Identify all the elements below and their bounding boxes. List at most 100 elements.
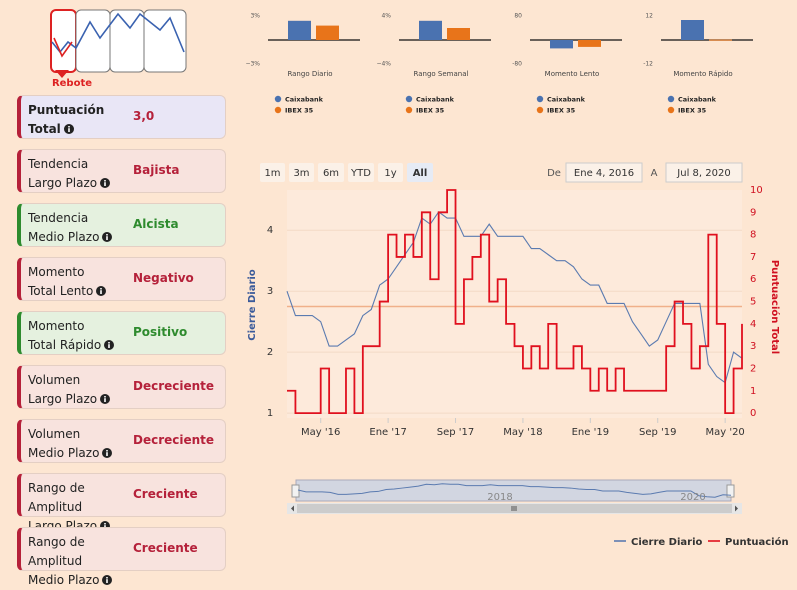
- label-line: Total Rápido: [28, 338, 102, 352]
- range-button[interactable]: [318, 163, 344, 182]
- indicator: Volumen Largo Plazo Decreciente: [17, 365, 226, 409]
- label-line: Puntuación: [28, 103, 105, 117]
- navigator-line: [297, 483, 732, 498]
- legend-marker: [667, 106, 675, 114]
- indicator-value: Decreciente: [133, 433, 215, 447]
- label-line: Total Lento: [28, 284, 94, 298]
- range-button[interactable]: [407, 163, 433, 182]
- info-icon[interactable]: [102, 448, 113, 458]
- indicator-label: Volumen Medio Plazo: [28, 425, 140, 463]
- info-icon[interactable]: [102, 575, 113, 585]
- legend-marker: [274, 95, 282, 103]
- y2-tick-label: 7: [750, 252, 756, 263]
- label-line: Largo Plazo: [28, 392, 98, 406]
- mini-chart-title: Rango Diario: [287, 70, 332, 78]
- x-tick-label: Sep '17: [437, 427, 475, 438]
- legend-label: IBEX 35: [416, 107, 445, 115]
- range-button-label: 1m: [264, 168, 280, 179]
- legend-marker: [667, 95, 675, 103]
- y-tick-label: 3: [267, 286, 273, 297]
- date-from: Ene 4, 2016: [574, 168, 634, 179]
- y-tick-label: 12: [645, 13, 653, 20]
- y2-tick-label: 10: [750, 185, 763, 196]
- indicator: Puntuación Total 3,0: [17, 95, 226, 139]
- label-line: Total: [28, 122, 61, 136]
- bar: [447, 28, 470, 40]
- indicator: Volumen Medio Plazo Decreciente: [17, 419, 226, 463]
- label-line: Rango de Amplitud: [28, 481, 85, 514]
- x-tick-label: Ene '17: [369, 427, 406, 438]
- legend-label: IBEX 35: [285, 107, 314, 115]
- scroll-left[interactable]: [291, 505, 294, 512]
- y-tick-label: −3%: [245, 61, 260, 68]
- x-tick-label: May '18: [503, 427, 542, 438]
- y2-tick-label: 1: [750, 386, 756, 397]
- range-button-label: 1y: [384, 168, 396, 179]
- y2-tick-label: 9: [750, 207, 756, 218]
- info-icon[interactable]: [63, 124, 74, 134]
- indicator: Tendencia Medio Plazo Alcista: [17, 203, 226, 247]
- x-tick-label: May '16: [301, 427, 340, 438]
- legend-label[interactable]: Puntuación: [725, 536, 789, 548]
- bar: [419, 20, 442, 40]
- date-input[interactable]: [665, 162, 743, 183]
- mini-chart-title: Momento Rápido: [673, 70, 732, 78]
- label-line: Medio Plazo: [28, 446, 100, 460]
- label-line: Rango de Amplitud: [28, 535, 85, 568]
- info-icon[interactable]: [100, 394, 111, 404]
- logo-label: Rebote: [52, 78, 92, 89]
- legend-label: Caixabank: [678, 96, 717, 104]
- indicator-value: Positivo: [133, 325, 188, 339]
- legend-marker: [536, 106, 544, 114]
- y-tick-label: 1: [267, 408, 273, 419]
- y2-tick-label: 6: [750, 274, 756, 285]
- y2-tick-label: 8: [750, 230, 756, 241]
- info-icon[interactable]: [96, 286, 107, 296]
- indicator-value: Creciente: [133, 541, 198, 555]
- range-button-label: YTD: [350, 168, 371, 179]
- y2-tick-label: 3: [750, 341, 756, 352]
- date-to-label: A: [651, 168, 658, 179]
- indicator-value: Decreciente: [133, 379, 215, 393]
- range-button[interactable]: [378, 163, 403, 182]
- label-line: Momento: [28, 319, 85, 333]
- indicator: Momento Total Lento Negativo: [17, 257, 226, 301]
- x-tick-label: May '20: [705, 427, 744, 438]
- legend-marker: [536, 95, 544, 103]
- series-line: [286, 211, 743, 384]
- legend-marker: [274, 106, 282, 114]
- range-button[interactable]: [260, 163, 285, 182]
- y-tick-label: -80: [512, 61, 522, 68]
- range-button-label: 3m: [293, 168, 309, 179]
- y2-tick-label: 5: [750, 297, 756, 308]
- label-line: Volumen: [28, 427, 81, 441]
- legend-label: Caixabank: [285, 96, 324, 104]
- legend-marker: [405, 95, 413, 103]
- info-icon[interactable]: [100, 178, 111, 188]
- label-line: Largo Plazo: [28, 176, 98, 190]
- info-icon[interactable]: [102, 232, 113, 242]
- legend-label[interactable]: Cierre Diario: [631, 537, 703, 548]
- label-line: Tendencia: [28, 157, 89, 171]
- legend-label: IBEX 35: [678, 107, 707, 115]
- navigator-handle[interactable]: [291, 484, 300, 498]
- x-tick-label: Sep '19: [639, 427, 677, 438]
- indicator-value: 3,0: [133, 109, 155, 123]
- label-line: Momento: [28, 265, 85, 279]
- scroll-right[interactable]: [735, 505, 738, 512]
- date-input[interactable]: [565, 162, 643, 183]
- mini-chart-title: Rango Semanal: [414, 70, 469, 78]
- scroll-grip: [511, 506, 517, 511]
- label-line: Tendencia: [28, 211, 89, 225]
- navigator-label: 2020: [680, 492, 705, 503]
- indicator-label: Rango de Amplitud Medio Plazo: [28, 533, 140, 590]
- label-line: Medio Plazo: [28, 573, 100, 587]
- y2-tick-label: 4: [750, 319, 756, 330]
- y-tick-label: 4%: [381, 13, 391, 20]
- info-icon[interactable]: [104, 340, 115, 350]
- indicator-label: Tendencia Medio Plazo: [28, 209, 140, 247]
- label-line: Medio Plazo: [28, 230, 100, 244]
- navigator-handle[interactable]: [726, 484, 735, 498]
- range-button[interactable]: [289, 163, 314, 182]
- range-button[interactable]: [348, 163, 374, 182]
